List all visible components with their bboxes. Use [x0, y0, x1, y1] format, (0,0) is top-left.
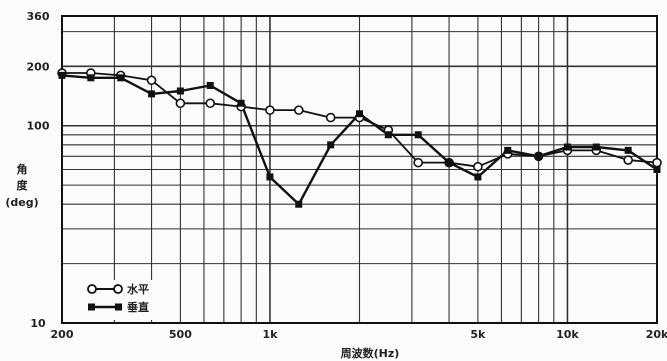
- filled-square-data-point: [148, 90, 156, 98]
- filled-square-data-point: [563, 143, 571, 151]
- x-tick-label: 20k: [646, 328, 667, 341]
- x-axis-label: 周波数(Hz): [341, 346, 400, 360]
- open-circle-marker-icon: [113, 284, 123, 294]
- open-circle-data-point: [413, 157, 423, 168]
- filled-square-data-point: [504, 146, 512, 154]
- y-tick-label: 360: [27, 10, 50, 23]
- filled-square-data-point: [237, 99, 245, 107]
- filled-square-data-point: [87, 74, 95, 82]
- y-tick-label: 100: [27, 120, 50, 133]
- filled-square-data-point: [592, 143, 600, 151]
- filled-square-data-point: [384, 131, 392, 139]
- y-tick-label: 200: [27, 60, 50, 73]
- y-axis-label: 角 度 (deg): [5, 162, 38, 209]
- open-circle-data-point: [652, 157, 662, 168]
- open-circle-data-point: [265, 105, 275, 115]
- filled-square-data-point: [414, 131, 422, 139]
- y-tick-labels: 10 100 200 360: [27, 10, 50, 330]
- filled-square-data-point: [535, 152, 543, 160]
- filled-square-data-point: [653, 166, 661, 173]
- x-tick-label: 200: [51, 328, 74, 341]
- filled-square-data-point: [176, 87, 184, 95]
- y-axis-label-line-3: (deg): [5, 196, 38, 209]
- filled-square-marker-icon: [88, 303, 95, 311]
- y-tick-label: 10: [30, 317, 46, 330]
- open-circle-marker-icon: [87, 284, 97, 294]
- legend-entry-horizontal: 水平: [87, 282, 149, 296]
- x-tick-label: 1k: [262, 328, 278, 341]
- x-tick-label: 500: [169, 328, 192, 341]
- y-axis-label-line-2: 度: [17, 178, 29, 192]
- open-circle-data-point: [623, 155, 633, 165]
- filled-square-data-point: [206, 81, 214, 89]
- x-tick-labels: 200 500 1k 5k 10k 20k: [51, 328, 667, 341]
- filled-square-data-point: [327, 141, 335, 149]
- legend-background: [86, 280, 172, 320]
- legend-label-vertical: 垂直: [127, 300, 149, 314]
- open-circle-data-point: [293, 105, 304, 115]
- y-axis-label-line-1: 角: [17, 162, 28, 176]
- filled-square-data-point: [117, 74, 125, 82]
- x-tick-label: 5k: [470, 328, 486, 341]
- filled-square-data-point: [474, 173, 482, 181]
- series-markers: [57, 68, 662, 208]
- filled-square-marker-icon: [115, 303, 122, 311]
- filled-square-data-point: [266, 173, 274, 181]
- filled-square-data-point: [445, 159, 453, 167]
- x-tick-label: 10k: [556, 328, 579, 341]
- open-circle-data-point: [205, 98, 216, 109]
- open-circle-data-point: [175, 98, 186, 109]
- grid-lines: [62, 16, 657, 323]
- open-circle-data-point: [473, 161, 483, 172]
- filled-square-data-point: [58, 71, 66, 79]
- open-circle-data-point: [146, 75, 157, 86]
- filled-square-data-point: [624, 146, 632, 154]
- legend: 水平 垂直: [86, 280, 172, 320]
- legend-label-horizontal: 水平: [127, 282, 149, 296]
- open-circle-data-point: [325, 112, 336, 123]
- legend-entry-vertical: 垂直: [88, 300, 149, 314]
- filled-square-data-point: [295, 200, 303, 208]
- filled-square-data-point: [356, 110, 363, 118]
